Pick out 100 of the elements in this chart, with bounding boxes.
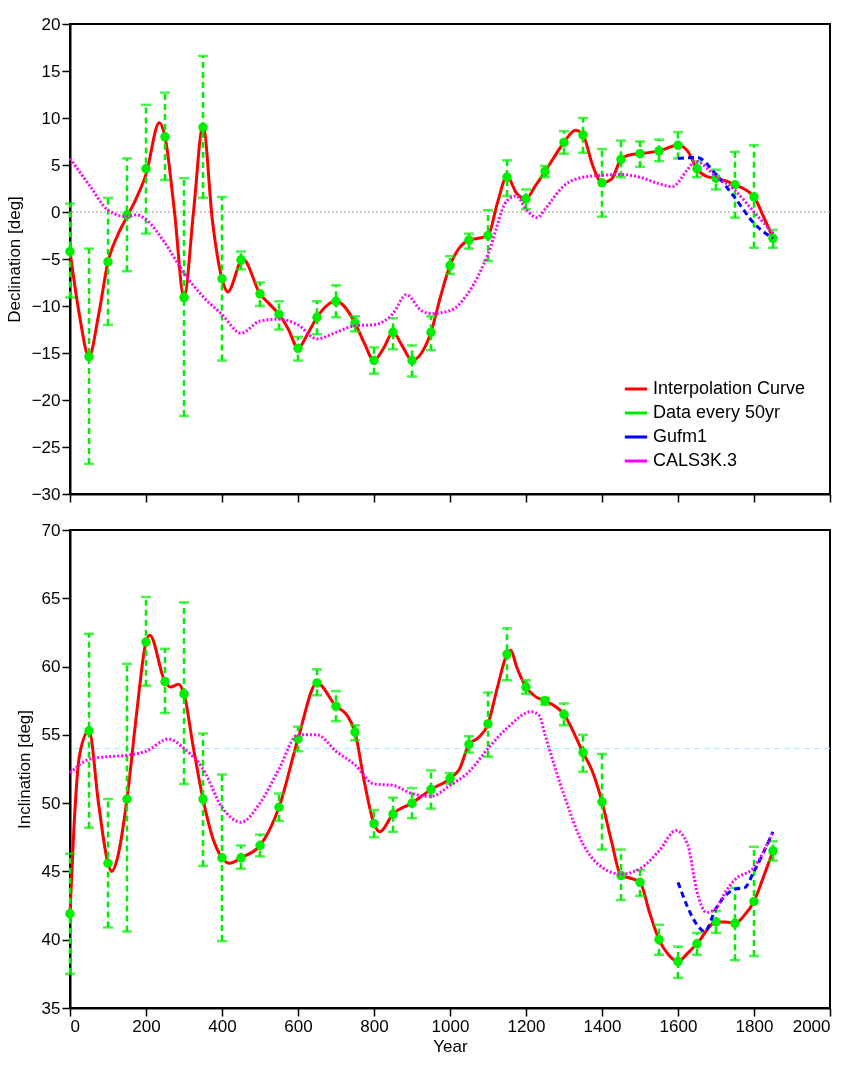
y-tick-label: −10 [31, 296, 61, 316]
point [369, 355, 379, 366]
y-tick-label: 40 [41, 930, 61, 950]
x-tick-label: 1200 [507, 1016, 546, 1036]
x-tick-label: 600 [284, 1016, 313, 1036]
point [673, 140, 683, 150]
point [521, 194, 531, 204]
point [160, 132, 170, 142]
point [692, 164, 702, 174]
y-tick-label: −20 [31, 390, 61, 410]
y-tick-label: 60 [41, 657, 61, 677]
point [141, 637, 151, 647]
point [407, 355, 417, 366]
legend-label: Interpolation Curve [653, 378, 806, 398]
point [559, 137, 569, 148]
point [730, 918, 740, 929]
x-tick-label: 200 [132, 1016, 161, 1036]
point [122, 794, 132, 804]
point [749, 192, 759, 202]
point [388, 809, 398, 819]
legend-label: CALS3K.3 [653, 450, 738, 470]
point [84, 352, 94, 362]
point [236, 853, 246, 863]
point [749, 896, 759, 907]
point [65, 909, 75, 919]
point [730, 180, 740, 190]
point [274, 802, 284, 812]
point [635, 148, 645, 159]
y-tick-label: 35 [41, 998, 61, 1018]
y-tick-label: 5 [51, 155, 61, 175]
x-axis-title: Year [433, 1036, 469, 1056]
y-tick-label: −30 [31, 484, 61, 504]
y-axis-title: Inclination [deg] [14, 709, 34, 830]
point [464, 235, 474, 245]
point [331, 701, 341, 711]
point [483, 719, 493, 729]
point [578, 130, 588, 140]
legend-label: Data every 50yr [653, 402, 781, 422]
point [768, 233, 778, 244]
y-tick-label: −5 [41, 249, 61, 269]
point [388, 327, 398, 338]
point [103, 858, 113, 868]
x-tick-label: 400 [208, 1016, 237, 1036]
point [597, 178, 607, 188]
point [160, 676, 170, 687]
y-tick-label: 15 [41, 61, 61, 81]
point [217, 853, 227, 863]
point [635, 877, 645, 888]
line-series [676, 830, 775, 934]
x-tick-label: 1600 [659, 1016, 698, 1036]
y-tick-label: 70 [41, 520, 61, 540]
y-tick-label: 10 [41, 108, 61, 128]
y-tick-label: −15 [31, 343, 61, 363]
y-axis-title: Declination [deg] [4, 196, 24, 323]
point [236, 255, 246, 265]
point [274, 309, 284, 320]
point [255, 840, 265, 851]
point [141, 164, 151, 174]
point [426, 784, 436, 795]
point [331, 296, 341, 307]
point [502, 649, 512, 660]
y-tick-label: 20 [41, 14, 61, 34]
y-tick-label: 65 [41, 588, 61, 608]
point [179, 292, 189, 303]
x-tick-label: 1000 [431, 1016, 470, 1036]
point [255, 289, 265, 299]
x-tick-label: 0 [70, 1016, 80, 1036]
point [312, 678, 322, 688]
point [445, 260, 455, 271]
x-tick-label: 1400 [583, 1016, 622, 1036]
point [616, 154, 626, 165]
point [692, 939, 702, 949]
y-tick-label: −25 [31, 437, 61, 457]
point [198, 122, 208, 133]
point [673, 956, 683, 967]
point [502, 172, 512, 182]
point [597, 797, 607, 807]
point [578, 747, 588, 758]
legend-label: Gufm1 [653, 426, 708, 446]
point [103, 257, 113, 267]
point [407, 798, 417, 808]
point [711, 917, 721, 927]
point [768, 846, 778, 856]
x-tick-label: 1800 [735, 1016, 774, 1036]
point [179, 689, 189, 699]
point [293, 343, 303, 354]
y-tick-label: 55 [41, 725, 61, 745]
point [312, 312, 322, 323]
point [654, 146, 664, 156]
line-series [68, 710, 775, 914]
x-tick-label: 800 [360, 1016, 389, 1036]
point [426, 327, 436, 338]
point [559, 709, 569, 720]
point [198, 794, 208, 804]
y-tick-label: 0 [51, 202, 61, 222]
point [654, 934, 664, 945]
point [483, 230, 493, 241]
point [369, 818, 379, 829]
point [350, 727, 360, 737]
point [65, 246, 75, 257]
